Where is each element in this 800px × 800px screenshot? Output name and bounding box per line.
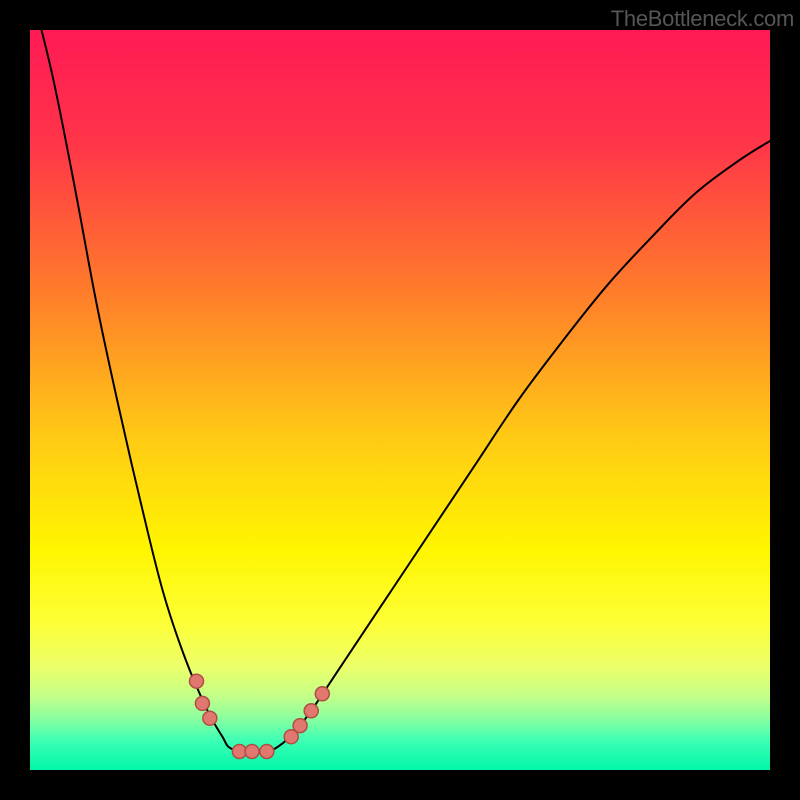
data-marker (315, 687, 329, 701)
watermark-text: TheBottleneck.com (611, 6, 794, 32)
chart-svg (30, 30, 770, 770)
gradient-background (30, 30, 770, 770)
plot-area (30, 30, 770, 770)
data-marker (245, 745, 259, 759)
data-marker (195, 696, 209, 710)
data-marker (293, 719, 307, 733)
data-marker (304, 704, 318, 718)
figure-container: TheBottleneck.com (0, 0, 800, 800)
data-marker (203, 711, 217, 725)
data-marker (190, 674, 204, 688)
data-marker (260, 745, 274, 759)
